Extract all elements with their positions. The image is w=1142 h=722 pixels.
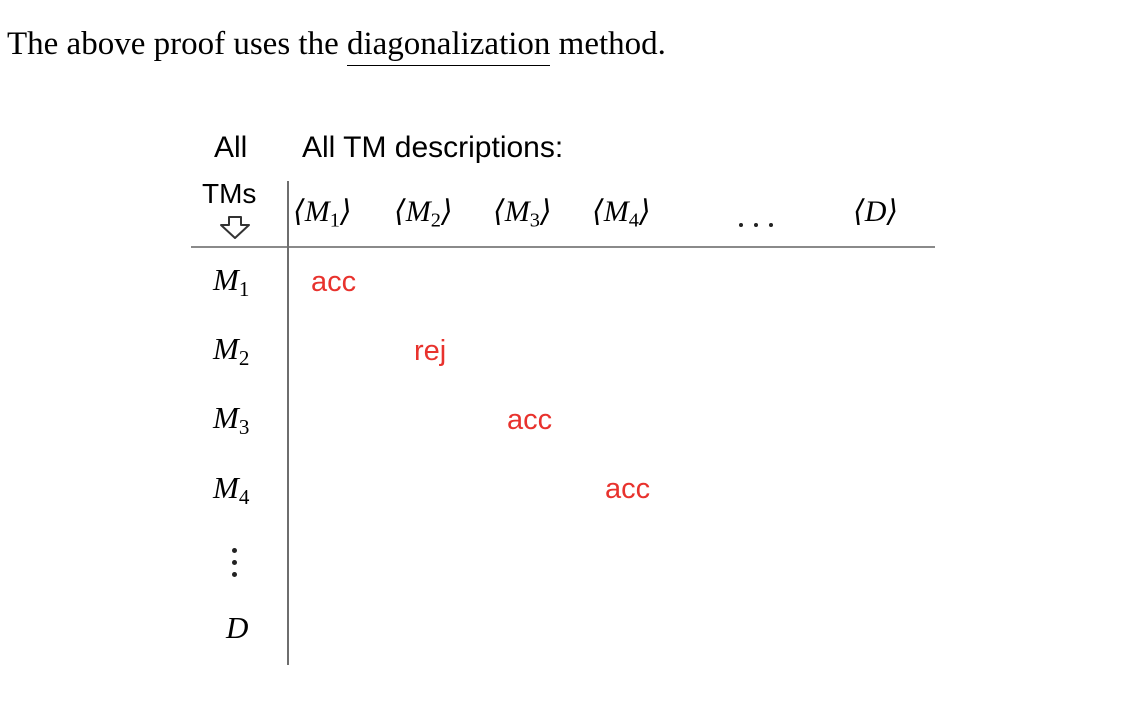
column-header-m3: ⟨M3⟩	[493, 195, 552, 232]
row-label-m1: M1	[213, 262, 250, 301]
row-label-vertical-ellipsis	[232, 548, 238, 582]
corner-label-tms: TMs	[202, 178, 257, 209]
cell-m2-m2: rej	[414, 335, 447, 367]
row-label-m4: M4	[213, 470, 250, 509]
column-header-m4: ⟨M4⟩	[592, 195, 651, 232]
row-label-m2: M2	[213, 331, 250, 370]
header-caption: All TM descriptions:	[302, 131, 564, 164]
sentence-suffix: method.	[550, 26, 666, 62]
term-diagonalization: diagonalization	[346, 26, 551, 66]
row-label-d: D	[226, 610, 249, 645]
column-header-m1: ⟨M1⟩	[293, 195, 352, 232]
cell-m1-m1: acc	[311, 266, 357, 298]
cell-m3-m3: acc	[507, 404, 553, 436]
row-label-m3: M3	[213, 400, 250, 439]
down-arrow-icon	[220, 216, 250, 239]
sentence-prefix: The above proof uses the	[7, 26, 347, 62]
intro-sentence: The above proof uses the diagonalization…	[7, 22, 666, 66]
row-divider	[287, 181, 289, 665]
column-header-m2: ⟨M2⟩	[394, 195, 453, 232]
corner-label-all: All	[214, 131, 248, 164]
cell-m4-m4: acc	[605, 473, 651, 505]
header-divider	[191, 246, 935, 248]
column-header-ellipsis	[739, 214, 784, 232]
column-header-d: ⟨D⟩	[853, 195, 899, 228]
